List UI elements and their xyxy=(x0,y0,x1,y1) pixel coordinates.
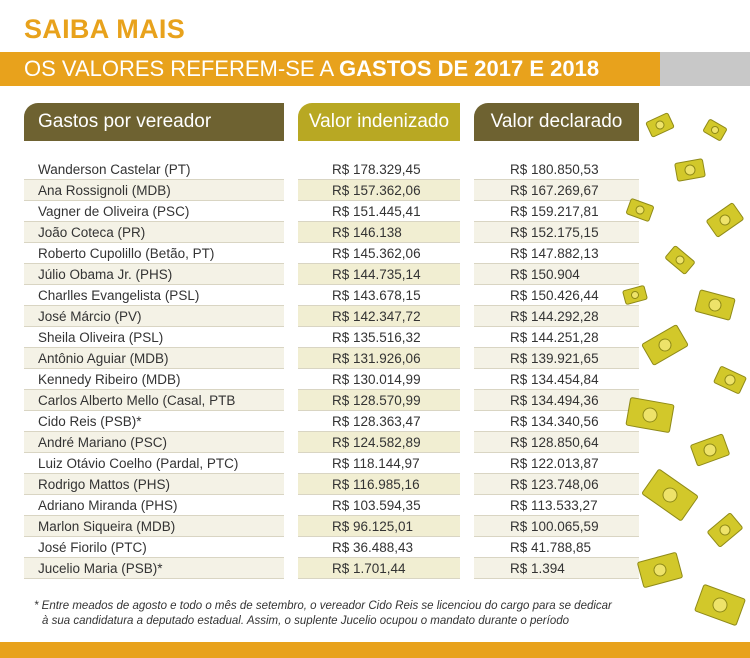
row-name-cell: Marlon Siqueira (MDB) xyxy=(24,516,284,537)
row-name-cell: André Mariano (PSC) xyxy=(24,432,284,453)
header-valor-indenizado: Valor indenizado xyxy=(298,103,460,141)
flying-money-bills-icon xyxy=(622,112,747,626)
expenses-table: Wanderson Castelar (PT) R$ 178.329,45 R$ 1… xyxy=(24,159,639,579)
row-declarado-cell: R$ 100.065,59 xyxy=(474,516,639,537)
row-name-cell: Roberto Cupolillo (Betão, PT) xyxy=(24,243,284,264)
row-indenizado-cell: R$ 131.926,06 xyxy=(298,348,460,369)
row-declarado-cell: R$ 152.175,15 xyxy=(474,222,639,243)
row-declarado-cell: R$ 123.748,06 xyxy=(474,474,639,495)
page-title: SAIBA MAIS xyxy=(24,14,186,44)
row-declarado-cell: R$ 144.292,28 xyxy=(474,306,639,327)
table-row: Jucelio Maria (PSB)* R$ 1.701,44 R$ 1.394 xyxy=(24,558,639,579)
table-row: Kennedy Ribeiro (MDB) R$ 130.014,99 R$ 134… xyxy=(24,369,639,390)
table-row: Antônio Aguiar (MDB) R$ 131.926,06 R$ 139.… xyxy=(24,348,639,369)
row-indenizado-cell: R$ 96.125,01 xyxy=(298,516,460,537)
table-row: José Márcio (PV) R$ 142.347,72 R$ 144.292,… xyxy=(24,306,639,327)
table-row: Júlio Obama Jr. (PHS) R$ 144.735,14 R$ 150… xyxy=(24,264,639,285)
row-declarado-cell: R$ 134.494,36 xyxy=(474,390,639,411)
footnote: * Entre meados de agosto e todo o mês de… xyxy=(34,599,634,629)
header-gastos-por-vereador: Gastos por vereador xyxy=(24,103,284,141)
row-name-cell: Ana Rossignoli (MDB) xyxy=(24,180,284,201)
banner-text: OS VALORES REFEREM-SE A xyxy=(24,56,340,81)
row-name-cell: Júlio Obama Jr. (PHS) xyxy=(24,264,284,285)
header-valor-declarado: Valor declarado xyxy=(474,103,639,141)
row-declarado-cell: R$ 122.013,87 xyxy=(474,453,639,474)
row-name-cell: Wanderson Castelar (PT) xyxy=(24,159,284,180)
table-row: Marlon Siqueira (MDB) R$ 96.125,01 R$ 100.… xyxy=(24,516,639,537)
row-indenizado-cell: R$ 103.594,35 xyxy=(298,495,460,516)
row-name-cell: José Fiorilo (PTC) xyxy=(24,537,284,558)
table-row: João Coteca (PR) R$ 146.138 R$ 152.175,15 xyxy=(24,222,639,243)
row-name-cell: Adriano Miranda (PHS) xyxy=(24,495,284,516)
table-row: Vagner de Oliveira (PSC) R$ 151.445,41 R$ … xyxy=(24,201,639,222)
row-declarado-cell: R$ 134.340,56 xyxy=(474,411,639,432)
bottom-bar xyxy=(0,642,750,658)
footnote-line-2: à sua candidatura a deputado estadual. A… xyxy=(42,615,570,627)
table-row: Cido Reis (PSB)* R$ 128.363,47 R$ 134.340,… xyxy=(24,411,639,432)
row-declarado-cell: R$ 113.533,27 xyxy=(474,495,639,516)
row-declarado-cell: R$ 147.882,13 xyxy=(474,243,639,264)
footnote-line-1: * Entre meados de agosto e todo o mês de… xyxy=(34,600,612,612)
row-indenizado-cell: R$ 151.445,41 xyxy=(298,201,460,222)
row-name-cell: José Márcio (PV) xyxy=(24,306,284,327)
banner-gray-tab xyxy=(660,52,750,86)
row-name-cell: João Coteca (PR) xyxy=(24,222,284,243)
table-row: Charlles Evangelista (PSL) R$ 143.678,15 R… xyxy=(24,285,639,306)
table-row: Rodrigo Mattos (PHS) R$ 116.985,16 R$ 123.… xyxy=(24,474,639,495)
row-indenizado-cell: R$ 146.138 xyxy=(298,222,460,243)
row-indenizado-cell: R$ 36.488,43 xyxy=(298,537,460,558)
row-name-cell: Vagner de Oliveira (PSC) xyxy=(24,201,284,222)
row-indenizado-cell: R$ 143.678,15 xyxy=(298,285,460,306)
table-row: Carlos Alberto Mello (Casal, PTB R$ 128.5… xyxy=(24,390,639,411)
table-row: Adriano Miranda (PHS) R$ 103.594,35 R$ 113… xyxy=(24,495,639,516)
row-indenizado-cell: R$ 178.329,45 xyxy=(298,159,460,180)
row-declarado-cell: R$ 1.394 xyxy=(474,558,639,579)
row-name-cell: Jucelio Maria (PSB)* xyxy=(24,558,284,579)
row-declarado-cell: R$ 167.269,67 xyxy=(474,180,639,201)
row-name-cell: Carlos Alberto Mello (Casal, PTB xyxy=(24,390,284,411)
row-indenizado-cell: R$ 1.701,44 xyxy=(298,558,460,579)
row-indenizado-cell: R$ 128.363,47 xyxy=(298,411,460,432)
row-declarado-cell: R$ 159.217,81 xyxy=(474,201,639,222)
row-declarado-cell: R$ 139.921,65 xyxy=(474,348,639,369)
row-name-cell: Charlles Evangelista (PSL) xyxy=(24,285,284,306)
row-name-cell: Kennedy Ribeiro (MDB) xyxy=(24,369,284,390)
row-declarado-cell: R$ 144.251,28 xyxy=(474,327,639,348)
row-declarado-cell: R$ 150.904 xyxy=(474,264,639,285)
row-indenizado-cell: R$ 116.985,16 xyxy=(298,474,460,495)
row-declarado-cell: R$ 128.850,64 xyxy=(474,432,639,453)
row-declarado-cell: R$ 180.850,53 xyxy=(474,159,639,180)
table-row: José Fiorilo (PTC) R$ 36.488,43 R$ 41.788,… xyxy=(24,537,639,558)
row-declarado-cell: R$ 150.426,44 xyxy=(474,285,639,306)
row-name-cell: Sheila Oliveira (PSL) xyxy=(24,327,284,348)
table-row: André Mariano (PSC) R$ 124.582,89 R$ 128.8… xyxy=(24,432,639,453)
table-row: Luiz Otávio Coelho (Pardal, PTC) R$ 118.1… xyxy=(24,453,639,474)
row-indenizado-cell: R$ 118.144,97 xyxy=(298,453,460,474)
table-row: Sheila Oliveira (PSL) R$ 135.516,32 R$ 144… xyxy=(24,327,639,348)
row-name-cell: Cido Reis (PSB)* xyxy=(24,411,284,432)
row-indenizado-cell: R$ 130.014,99 xyxy=(298,369,460,390)
row-indenizado-cell: R$ 145.362,06 xyxy=(298,243,460,264)
banner-bold-text: GASTOS DE 2017 E 2018 xyxy=(339,56,600,81)
row-declarado-cell: R$ 134.454,84 xyxy=(474,369,639,390)
table-row: Wanderson Castelar (PT) R$ 178.329,45 R$ 1… xyxy=(24,159,639,180)
row-indenizado-cell: R$ 124.582,89 xyxy=(298,432,460,453)
row-indenizado-cell: R$ 142.347,72 xyxy=(298,306,460,327)
row-name-cell: Antônio Aguiar (MDB) xyxy=(24,348,284,369)
row-name-cell: Luiz Otávio Coelho (Pardal, PTC) xyxy=(24,453,284,474)
row-indenizado-cell: R$ 135.516,32 xyxy=(298,327,460,348)
row-declarado-cell: R$ 41.788,85 xyxy=(474,537,639,558)
table-row: Ana Rossignoli (MDB) R$ 157.362,06 R$ 167.… xyxy=(24,180,639,201)
row-indenizado-cell: R$ 144.735,14 xyxy=(298,264,460,285)
subtitle-banner: OS VALORES REFEREM-SE A GASTOS DE 2017 E… xyxy=(0,52,660,86)
row-indenizado-cell: R$ 128.570,99 xyxy=(298,390,460,411)
row-name-cell: Rodrigo Mattos (PHS) xyxy=(24,474,284,495)
row-indenizado-cell: R$ 157.362,06 xyxy=(298,180,460,201)
table-row: Roberto Cupolillo (Betão, PT) R$ 145.362,… xyxy=(24,243,639,264)
